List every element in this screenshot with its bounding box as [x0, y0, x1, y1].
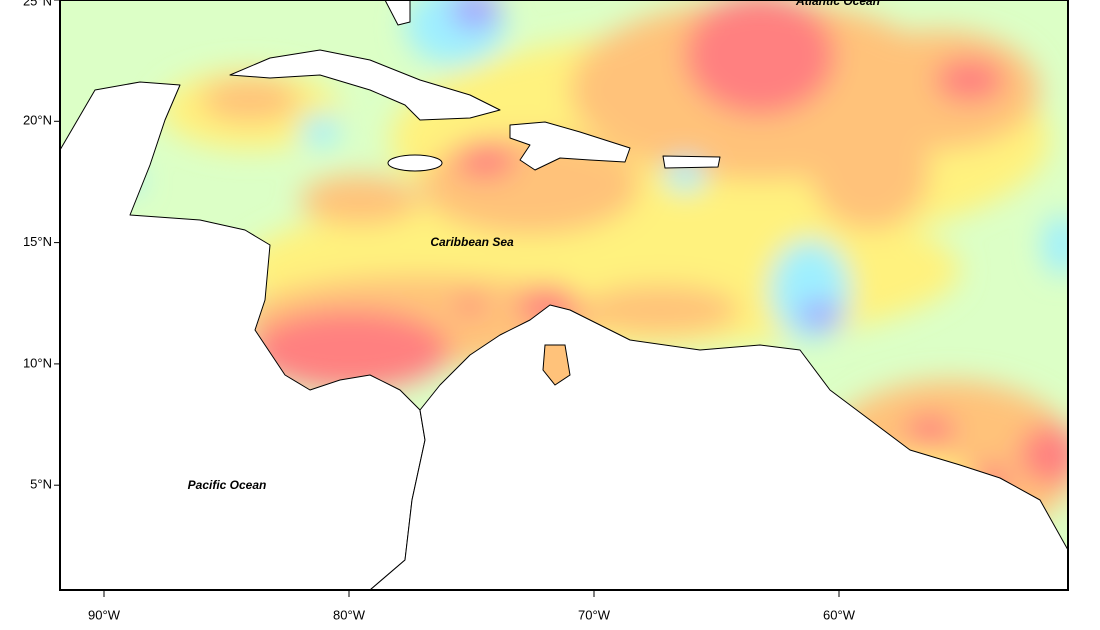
sea-label: Atlantic Ocean	[795, 0, 880, 8]
lon-tick-label: 70°W	[578, 607, 611, 622]
lat-tick-label: 20°N	[23, 113, 52, 128]
puerto-rico	[662, 155, 721, 169]
jamaica	[387, 154, 443, 172]
florida	[384, 0, 411, 26]
lon-tick-label: 90°W	[88, 607, 121, 622]
lat-tick-label: 25°N	[23, 0, 52, 8]
lat-tick-label: 5°N	[30, 477, 52, 492]
cuba	[229, 49, 501, 121]
hispaniola	[509, 121, 631, 171]
frame	[59, 0, 1069, 591]
heatmap	[60, 0, 1068, 590]
lake-maracaibo	[542, 344, 571, 386]
lat-tick-label: 10°N	[23, 355, 52, 370]
lon-tick-label: 80°W	[333, 607, 366, 622]
lon-tick-label: 60°W	[823, 607, 856, 622]
south-america	[369, 304, 1068, 590]
lat-tick-label: 15°N	[23, 234, 52, 249]
sea-label: Caribbean Sea	[430, 235, 514, 249]
sea-label: Pacific Ocean	[188, 478, 267, 492]
